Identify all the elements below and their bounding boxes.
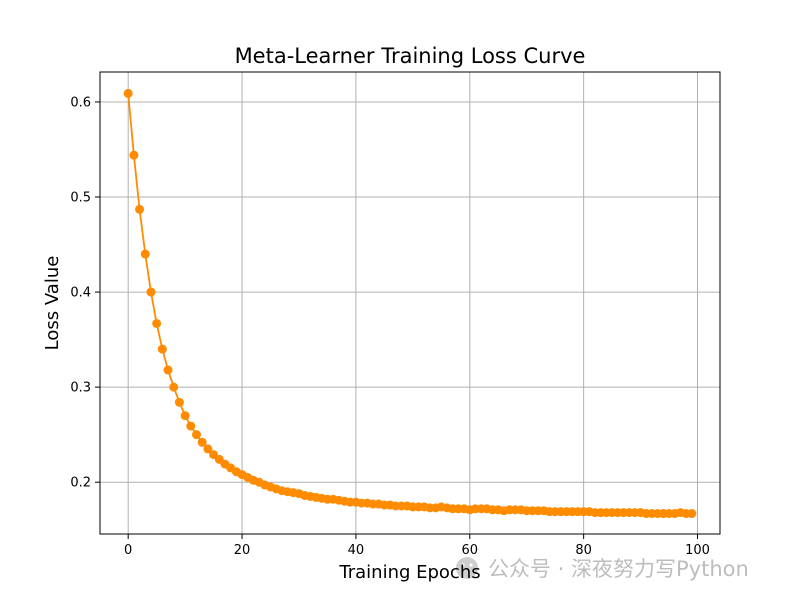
axis-ticks: 0 20 40 60 80 100 0.2 0.3 0.4 0.5 0.6 (70, 95, 710, 558)
data-point (192, 430, 202, 440)
wechat-icon-eye-left (461, 563, 465, 567)
y-tick-label: 0.4 (70, 286, 91, 301)
wechat-icon (456, 557, 478, 579)
data-point (157, 344, 167, 354)
data-point (687, 509, 697, 519)
data-point (203, 444, 213, 454)
wechat-icon-eye-right (469, 563, 473, 567)
data-point (146, 287, 156, 297)
y-tick-label: 0.3 (70, 381, 91, 396)
plot-frame (99, 71, 721, 535)
x-tick-label: 80 (575, 543, 592, 558)
data-point (152, 318, 162, 328)
data-point (197, 437, 207, 447)
y-tick-label: 0.2 (70, 476, 91, 491)
data-point (123, 88, 133, 98)
data-point (180, 411, 190, 421)
x-tick-label: 40 (348, 543, 365, 558)
y-tick-label: 0.5 (70, 191, 91, 206)
chart-title: Meta-Learner Training Loss Curve (235, 44, 586, 68)
grid-lines (100, 72, 720, 534)
watermark-text: 公众号 · 深夜努力写Python (488, 557, 749, 581)
x-tick-label: 100 (685, 543, 710, 558)
data-point (169, 382, 179, 392)
data-point (135, 204, 145, 214)
y-axis-title: Loss Value (42, 256, 63, 351)
data-point (163, 365, 173, 375)
data-point (174, 397, 184, 407)
x-axis-title: Training Epochs (338, 562, 480, 583)
x-tick-label: 60 (462, 543, 479, 558)
x-tick-label: 20 (234, 543, 251, 558)
data-point (129, 150, 139, 160)
data-point (186, 421, 196, 431)
loss-series (123, 88, 697, 519)
data-point (140, 249, 150, 259)
x-tick-label: 0 (124, 543, 132, 558)
y-tick-label: 0.6 (70, 95, 91, 110)
watermark: 公众号 · 深夜努力写Python (456, 557, 749, 581)
